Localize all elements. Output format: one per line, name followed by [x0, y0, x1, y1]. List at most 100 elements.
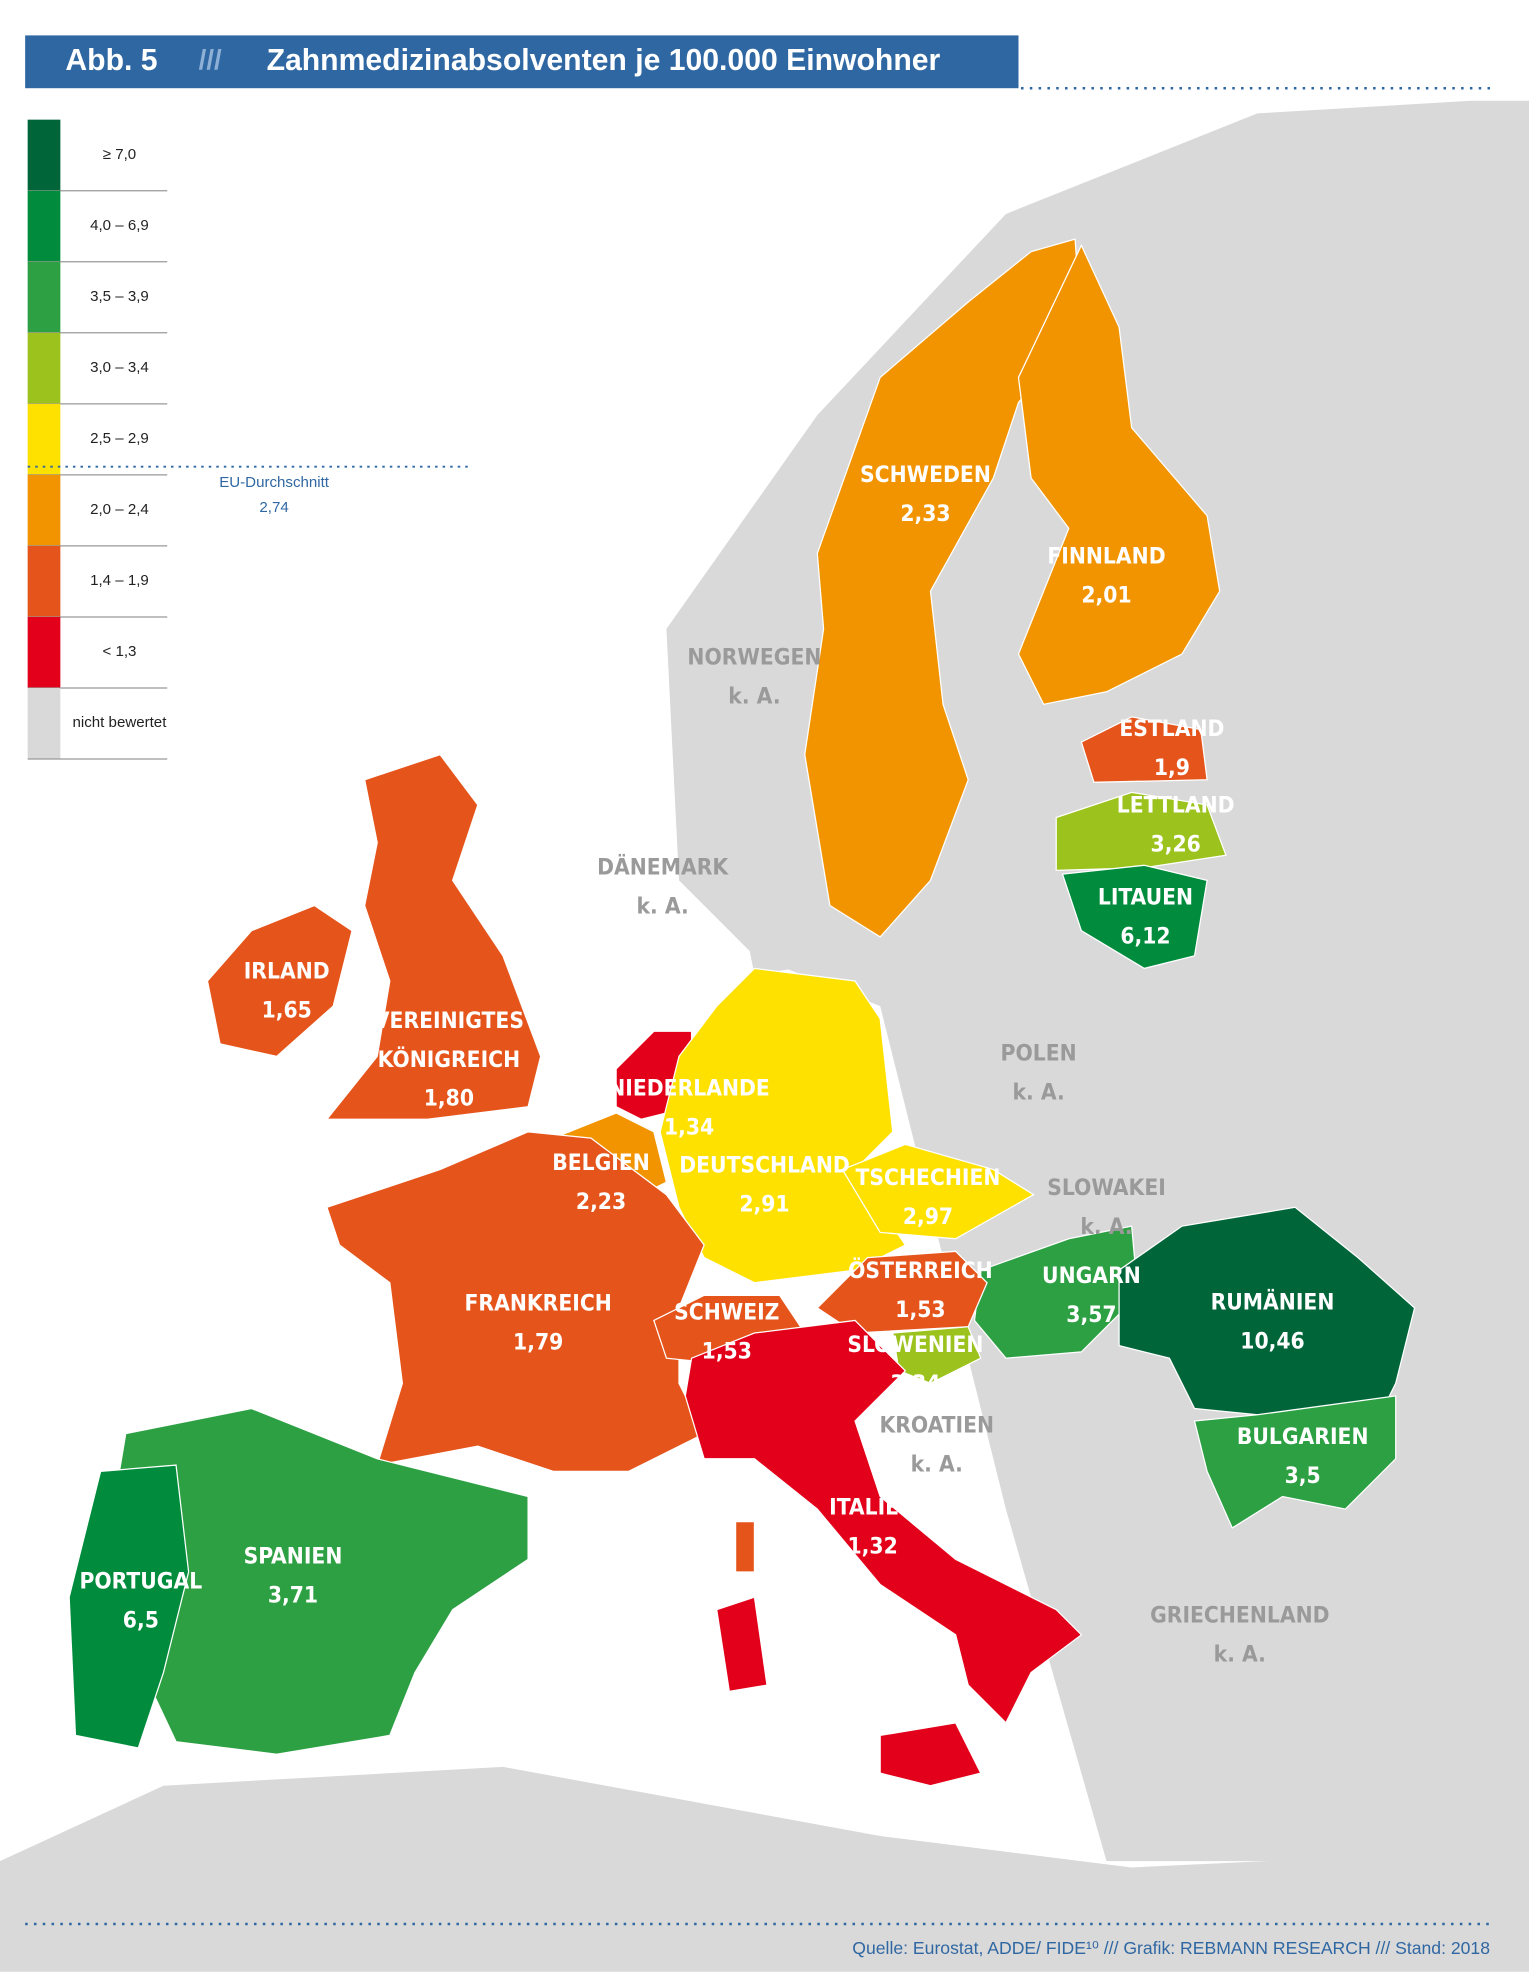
country-name: BELGIEN [552, 1150, 650, 1176]
country-name: ÖSTERREICH [848, 1256, 993, 1284]
header-separator: /// [199, 44, 222, 75]
country-name: FRANKREICH [465, 1291, 612, 1317]
header-title: Zahnmedizinabsolventen je 100.000 Einwoh… [267, 44, 941, 77]
figure-number: Abb. 5 [65, 44, 157, 77]
country-name: ESTLAND [1119, 716, 1224, 742]
country-value: 1,65 [262, 998, 312, 1024]
country-shape [68, 1464, 190, 1749]
country-island [734, 1521, 756, 1573]
country-shape [325, 753, 542, 1120]
country-name: TSCHECHIEN [856, 1165, 1001, 1191]
country-name: SLOWAKEI [1047, 1175, 1166, 1201]
legend-label: < 1,3 [102, 643, 136, 660]
legend-label: 1,4 – 1,9 [90, 572, 149, 589]
country-value: k. A. [728, 683, 780, 709]
country-value: 3,26 [1151, 832, 1201, 858]
legend-swatch [27, 332, 61, 404]
country-name: RUMÄNIEN [1211, 1287, 1335, 1315]
legend-swatch [27, 616, 61, 688]
legend-label: 3,5 – 3,9 [90, 288, 149, 305]
country-value: 1,53 [895, 1297, 945, 1323]
country-name: NORWEGEN [687, 644, 821, 670]
legend-swatch [27, 403, 61, 475]
country-value: k. A. [911, 1452, 963, 1478]
country-name: SCHWEIZ [674, 1299, 779, 1325]
country-name: POLEN [1001, 1040, 1077, 1066]
country-value: 6,5 [123, 1607, 159, 1633]
country-value: k. A. [1012, 1079, 1064, 1105]
country-value: 3,34 [890, 1371, 940, 1397]
country-value: 2,97 [903, 1204, 953, 1230]
legend-swatch [27, 687, 61, 760]
country-shape [206, 904, 353, 1058]
country-name: FINNLAND [1047, 544, 1165, 570]
country-name: SLOWENIEN [847, 1332, 983, 1358]
country-name: DEUTSCHLAND [679, 1152, 850, 1178]
country-shapes [68, 238, 1416, 1787]
country-value: 10,46 [1240, 1328, 1304, 1354]
country-value: 1,34 [664, 1115, 714, 1141]
country-value: 1,53 [702, 1338, 752, 1364]
country-name: BULGARIEN [1237, 1424, 1369, 1450]
country-name: GRIECHENLAND [1150, 1602, 1329, 1628]
country-shape [973, 1225, 1139, 1359]
country-name: VEREINIGTES KÖNIGREICH [374, 1008, 524, 1073]
eu-average-value: 2,74 [259, 499, 288, 516]
country-shape [1118, 1206, 1416, 1416]
legend-swatch [27, 261, 61, 333]
country-name: LETTLAND [1117, 793, 1235, 819]
country-island [716, 1596, 768, 1693]
legend-label: 3,0 – 3,4 [90, 359, 149, 376]
country-shape [684, 1319, 1083, 1724]
legend-swatch [27, 474, 61, 546]
country-value: k. A. [637, 893, 689, 919]
country-value: k. A. [1214, 1641, 1266, 1667]
source-note: Quelle: Eurostat, ADDE/ FIDE¹⁰ /// Grafi… [852, 1938, 1490, 1958]
country-shape [1055, 791, 1227, 871]
country-value: 6,12 [1120, 923, 1170, 949]
country-shape [804, 238, 1083, 938]
country-value: 2,33 [900, 501, 950, 527]
country-name: IRLAND [244, 959, 330, 985]
land-africa [0, 1766, 1529, 1972]
country-island [879, 1722, 982, 1787]
country-value: 2,01 [1081, 583, 1131, 609]
legend-label: nicht bewertet [73, 714, 168, 731]
country-value: 2,91 [739, 1191, 789, 1217]
country-name: PORTUGAL [79, 1569, 202, 1595]
legend-label: ≥ 7,0 [103, 146, 136, 163]
country-labels: SCHWEDEN 2,33 FINNLAND 2,01 NORWEGEN k. A. EST… [79, 462, 1368, 1667]
country-shape [841, 1143, 1035, 1240]
country-shape [1017, 243, 1221, 706]
legend-label: 2,0 – 2,4 [90, 501, 149, 518]
country-value: 1,79 [513, 1330, 563, 1356]
country-value: 3,71 [268, 1582, 318, 1608]
legend-swatch [27, 190, 61, 262]
country-name: DÄNEMARK [597, 852, 729, 880]
header-bar [25, 35, 1019, 89]
country-value: 1,80 [424, 1086, 474, 1112]
country-value: 3,5 [1285, 1463, 1321, 1489]
legend-swatch [27, 545, 61, 617]
country-name: KROATIEN [879, 1413, 994, 1439]
legend-swatch [27, 119, 61, 191]
legend: ≥ 7,0 4,0 – 6,9 3,5 – 3,9 3,0 – 3,4 2,5 – 2,… [27, 119, 168, 760]
land-denmark [735, 867, 837, 975]
country-name: LITAUEN [1098, 884, 1193, 910]
country-name: NIEDERLANDE [608, 1076, 770, 1102]
country-value: 2,23 [576, 1189, 626, 1215]
country-shape [1193, 1395, 1397, 1529]
country-shape [1080, 716, 1208, 783]
country-name: SPANIEN [244, 1543, 343, 1569]
legend-label: 4,0 – 6,9 [90, 217, 149, 234]
country-value: k. A. [1080, 1214, 1132, 1240]
country-shape [1061, 864, 1208, 970]
country-value: 1,9 [1154, 755, 1190, 781]
country-name: SCHWEDEN [860, 462, 991, 488]
eu-average-label: EU-Durchschnitt [219, 474, 330, 491]
legend-label: 2,5 – 2,9 [90, 430, 149, 447]
country-value: 1,32 [848, 1533, 898, 1559]
country-value: 3,57 [1066, 1302, 1116, 1328]
country-name: UNGARN [1042, 1263, 1141, 1289]
